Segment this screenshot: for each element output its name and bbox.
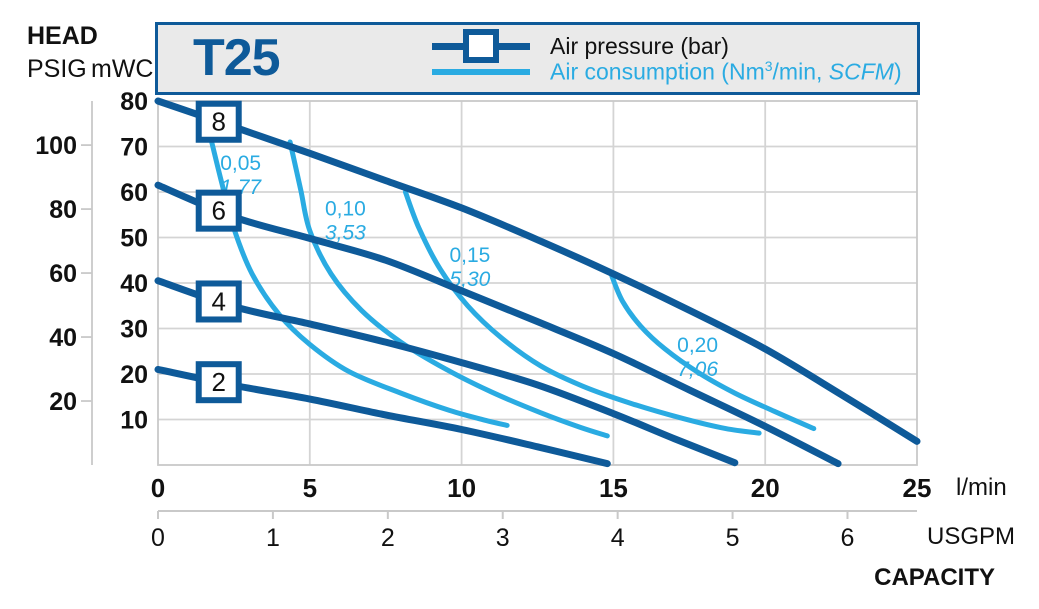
mwc-tick-label: 60 [120, 179, 148, 207]
pressure-curve-2: 2 [154, 361, 611, 468]
psig-tick-label: 100 [35, 132, 77, 160]
legend-entry-air-pressure: Air pressure (bar) [432, 29, 729, 63]
mwc-tick-label: 40 [120, 270, 148, 298]
pressure-bar-value: 4 [211, 286, 225, 316]
usgpm-tick-label: 4 [611, 524, 625, 552]
air-consumption-label: Air consumption (Nm3/min, SCFM) [550, 58, 902, 85]
pressure-marker-square [195, 189, 242, 232]
usgpm-tick-label: 2 [381, 524, 395, 552]
pressure-curve-4: 4 [154, 277, 739, 467]
mwc-axis-title: mWC [91, 55, 154, 83]
pressure-bar-value: 2 [211, 367, 225, 397]
mwc-axis: 10 20 30 40 50 60 70 80 [120, 88, 148, 435]
consumption-value-scfm: 5,30 [449, 268, 490, 291]
pressure-curve-8: 8 [154, 97, 921, 445]
pressure-square-marker-icon [463, 29, 499, 63]
psig-tick-label: 40 [49, 324, 77, 352]
legend-entry-air-consumption: Air consumption (Nm3/min, SCFM) [432, 58, 902, 85]
lmin-tick-label: 5 [303, 473, 317, 503]
consumption-value-nm3: 0,10 [325, 198, 366, 221]
consumption-value-nm3: 0,15 [449, 244, 490, 267]
consumption-value-nm3: 0,20 [677, 334, 718, 357]
mwc-tick-label: 80 [120, 88, 148, 116]
mwc-tick-label: 10 [120, 407, 148, 435]
usgpm-tick-label: 0 [151, 524, 165, 552]
air-pressure-label: Air pressure (bar) [550, 32, 729, 59]
lmin-tick-label: 20 [751, 473, 780, 503]
pressure-bar-value: 8 [211, 107, 225, 137]
consumption-curve-0,15: 0,155,30 [402, 189, 762, 436]
air-pressure-line-sample [432, 29, 530, 63]
psig-axis: 20 40 60 80 100 [35, 101, 93, 465]
consumption-line-icon [432, 69, 530, 75]
psig-tick-label: 60 [49, 260, 77, 288]
lmin-tick-label: 25 [903, 473, 932, 503]
usgpm-tick-label: 3 [496, 524, 510, 552]
mwc-tick-label: 20 [120, 361, 148, 389]
usgpm-tick-label: 5 [726, 524, 740, 552]
air-consumption-line-sample [432, 59, 530, 85]
usgpm-tick-label: 1 [266, 524, 280, 552]
consumption-value-scfm: 3,53 [325, 222, 366, 245]
pressure-marker-square [195, 280, 242, 323]
legend-box: T25 Air pressure (bar) Air consumption (… [155, 22, 920, 95]
usgpm-tick-label: 6 [841, 524, 855, 552]
psig-tick-label: 80 [49, 196, 77, 224]
mwc-tick-label: 70 [120, 134, 148, 162]
usgpm-axis: 0 1 2 3 4 5 6 [151, 510, 917, 552]
usgpm-unit-label: USGPM [927, 523, 1016, 550]
consumption-value-nm3: 0,05 [220, 152, 261, 175]
consumption-curve-0,10: 0,103,53 [287, 139, 610, 439]
pressure-marker-square [195, 100, 242, 143]
pressure-marker-square [195, 361, 242, 404]
lmin-axis: 0 5 10 15 20 25 [151, 473, 932, 503]
lmin-tick-label: 15 [599, 473, 628, 503]
pressure-bar-value: 6 [211, 196, 225, 226]
lmin-tick-label: 0 [151, 473, 165, 503]
lmin-unit-label: l/min [956, 474, 1007, 501]
pump-model-title: T25 [193, 28, 281, 87]
psig-axis-title: PSIG [27, 55, 87, 83]
psig-tick-label: 20 [49, 388, 77, 416]
consumption-curve-0,20: 0,207,06 [609, 273, 817, 432]
head-axis-title: HEAD [27, 22, 98, 50]
lmin-tick-label: 10 [447, 473, 476, 503]
capacity-axis-label: CAPACITY [874, 564, 995, 591]
mwc-tick-label: 50 [120, 225, 148, 253]
consumption-value-scfm: 7,06 [677, 358, 718, 381]
mwc-tick-label: 30 [120, 316, 148, 344]
pressure-curve-6: 6 [154, 181, 842, 468]
